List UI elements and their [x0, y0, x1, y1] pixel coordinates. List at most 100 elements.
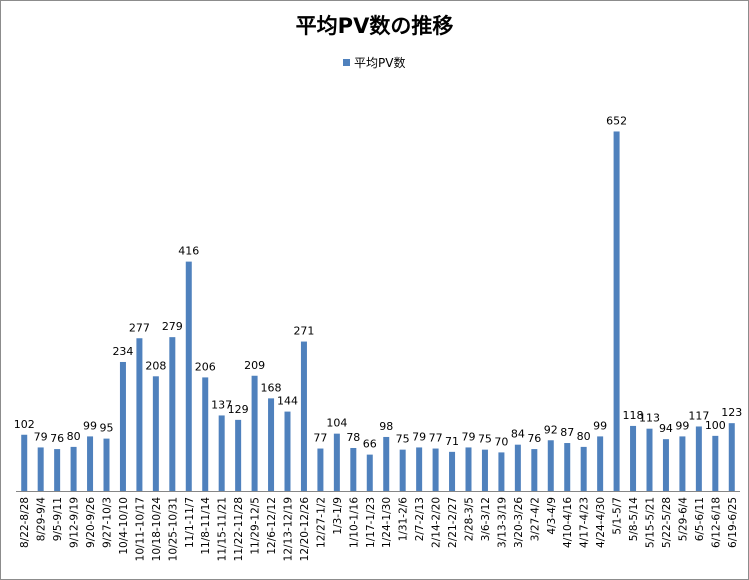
bar-10/4-10/10 [119, 361, 126, 491]
bar-10/25-10/31 [169, 337, 176, 491]
x-tick-label: 11/22-11/28 [233, 497, 245, 561]
data-label: 271 [293, 325, 314, 338]
bar-4/24-4/30 [597, 436, 604, 491]
x-tick-label: 10/11-10/17 [134, 497, 146, 561]
bar-2/28-3/5 [465, 447, 472, 491]
data-label: 206 [195, 360, 216, 373]
data-label: 79 [34, 430, 48, 443]
data-label: 208 [145, 359, 166, 372]
bar-8/22-8/28 [21, 434, 28, 491]
bar-5/15-5/21 [646, 428, 653, 491]
data-label: 71 [445, 435, 459, 448]
bar-1/3-1/9 [333, 433, 340, 491]
x-tick-label: 4/3-4/9 [546, 497, 558, 535]
data-label: 118 [623, 409, 644, 422]
data-label: 209 [244, 359, 265, 372]
bar-8/29-9/4 [37, 447, 44, 491]
data-label: 95 [100, 422, 114, 435]
x-tick-label: 3/27-4/2 [529, 497, 541, 541]
bar-10/11-10/17 [136, 338, 143, 491]
bar-1/17-1/23 [366, 454, 373, 491]
bar-11/1-11/7 [185, 261, 192, 491]
x-tick-label: 2/21-2/27 [447, 497, 459, 548]
bar-3/20-3/26 [514, 444, 521, 491]
data-label: 99 [83, 419, 97, 432]
x-tick-label: 5/8-5/14 [628, 497, 640, 542]
data-label: 66 [363, 438, 377, 451]
x-tick-label: 11/15-11/21 [217, 497, 229, 561]
data-label: 98 [379, 420, 393, 433]
x-tick-label: 3/13-3/19 [496, 497, 508, 548]
data-label: 99 [593, 419, 607, 432]
data-label: 75 [396, 433, 410, 446]
bar-9/12-9/19 [70, 446, 77, 491]
bar-5/22-5/28 [662, 439, 669, 491]
data-label: 137 [211, 398, 232, 411]
bar-10/18-10/24 [152, 376, 159, 491]
x-tick-label: 12/27-1/2 [315, 497, 327, 548]
data-label: 84 [511, 428, 525, 441]
bar-1/10-1/16 [350, 447, 357, 491]
x-tick-label: 5/29-6/4 [677, 497, 689, 542]
chart-title: 平均PV数の推移 [295, 14, 454, 38]
data-label: 652 [606, 114, 627, 127]
data-label: 416 [178, 245, 199, 258]
x-tick-label: 1/24-1/30 [381, 497, 393, 548]
bar-9/20-9/26 [87, 436, 94, 491]
data-label: 92 [544, 423, 558, 436]
data-label: 94 [659, 422, 673, 435]
x-tick-label: 11/8-11/14 [200, 497, 212, 555]
data-label: 102 [14, 418, 35, 431]
bar-11/8-11/14 [202, 377, 209, 491]
bar-12/13-12/19 [284, 411, 291, 491]
data-label: 144 [277, 395, 298, 408]
bar-12/27-1/2 [317, 448, 324, 491]
x-tick-label: 12/20-12/26 [299, 497, 311, 562]
data-label: 129 [228, 403, 249, 416]
data-label: 78 [346, 431, 360, 444]
bar-2/14-2/20 [432, 448, 439, 491]
bar-6/19-6/25 [728, 423, 735, 491]
data-label: 79 [462, 430, 476, 443]
bar-5/29-6/4 [679, 436, 686, 491]
x-tick-label: 4/10-4/16 [562, 497, 574, 548]
data-label: 104 [326, 417, 347, 430]
data-label: 234 [112, 345, 133, 358]
x-tick-label: 5/15-5/21 [645, 497, 657, 548]
x-tick-label: 10/4-10/10 [118, 497, 130, 555]
x-tick-label: 5/1-5/7 [612, 497, 624, 535]
data-label: 79 [412, 430, 426, 443]
bar-3/6-3/12 [481, 449, 488, 491]
bar-9/5-9/11 [54, 449, 61, 491]
bar-12/6-12/12 [268, 398, 275, 491]
bar-11/15-11/21 [218, 415, 225, 491]
bar-3/13-3/19 [498, 452, 505, 491]
bar-5/1-5/7 [613, 131, 620, 491]
data-label: 168 [261, 381, 282, 394]
x-tick-label: 2/14-2/20 [431, 497, 443, 548]
legend-label: 平均PV数 [354, 56, 406, 70]
x-tick-label: 3/6-3/12 [480, 497, 492, 541]
x-tick-label: 6/19-6/25 [727, 497, 739, 548]
data-label: 123 [721, 406, 742, 419]
data-label: 77 [429, 432, 443, 445]
bar-6/5-6/11 [695, 426, 702, 491]
bar-4/3-4/9 [547, 440, 554, 491]
bar-1/31-2/6 [399, 449, 406, 491]
x-tick-label: 1/31-2/6 [398, 497, 410, 542]
x-tick-label: 8/29-9/4 [36, 497, 48, 542]
data-label: 100 [705, 419, 726, 432]
x-tick-label: 10/18-10/24 [151, 497, 163, 562]
bar-2/7-2/13 [416, 447, 423, 491]
data-label: 70 [494, 435, 508, 448]
bar-2/21-2/27 [449, 451, 456, 491]
x-tick-label: 9/5-9/11 [52, 497, 64, 541]
data-label: 77 [313, 432, 327, 445]
x-tick-label: 11/29-12/5 [250, 497, 262, 555]
data-label: 87 [560, 426, 574, 439]
x-tick-label: 9/27-10/3 [102, 497, 114, 548]
x-tick-label: 11/1-11/7 [184, 497, 196, 548]
bar-6/12-6/18 [712, 435, 719, 491]
bar-9/27-10/3 [103, 438, 110, 491]
